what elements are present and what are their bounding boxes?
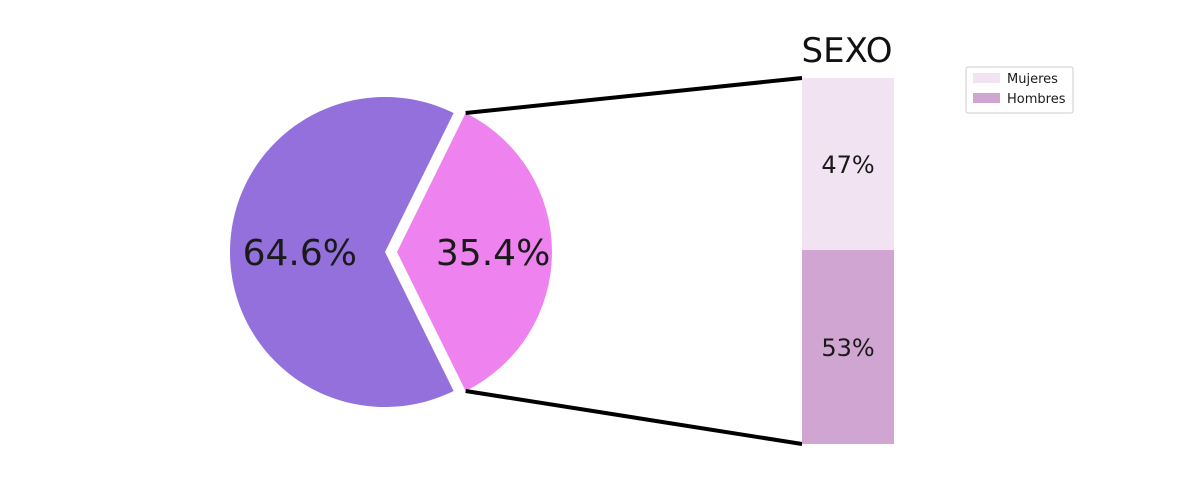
legend-swatch [973, 73, 1000, 83]
bar-title: SEXO [802, 31, 893, 71]
legend-label: Hombres [1007, 92, 1066, 107]
legend-label: Mujeres [1007, 72, 1058, 87]
pie-slice-label: 35.4% [436, 233, 550, 274]
bar-segment-hombres [802, 250, 894, 444]
bar-segment-label: 53% [821, 334, 874, 362]
pie-slice [397, 113, 552, 391]
legend-swatch [973, 93, 1000, 103]
pie-slice [230, 97, 454, 408]
connector-lines [465, 76, 803, 446]
pie-slice-label: 64.6% [243, 233, 357, 274]
connector-line-top [465, 76, 803, 116]
pie-chart: 35.4% 64.6% [230, 97, 552, 408]
stacked-bar: 53% 47% [802, 78, 894, 444]
bar-segment-label: 47% [821, 151, 874, 179]
connector-line-bottom [465, 389, 803, 446]
legend: Mujeres Hombres [965, 66, 1074, 114]
bar-segment-mujeres [802, 78, 894, 251]
